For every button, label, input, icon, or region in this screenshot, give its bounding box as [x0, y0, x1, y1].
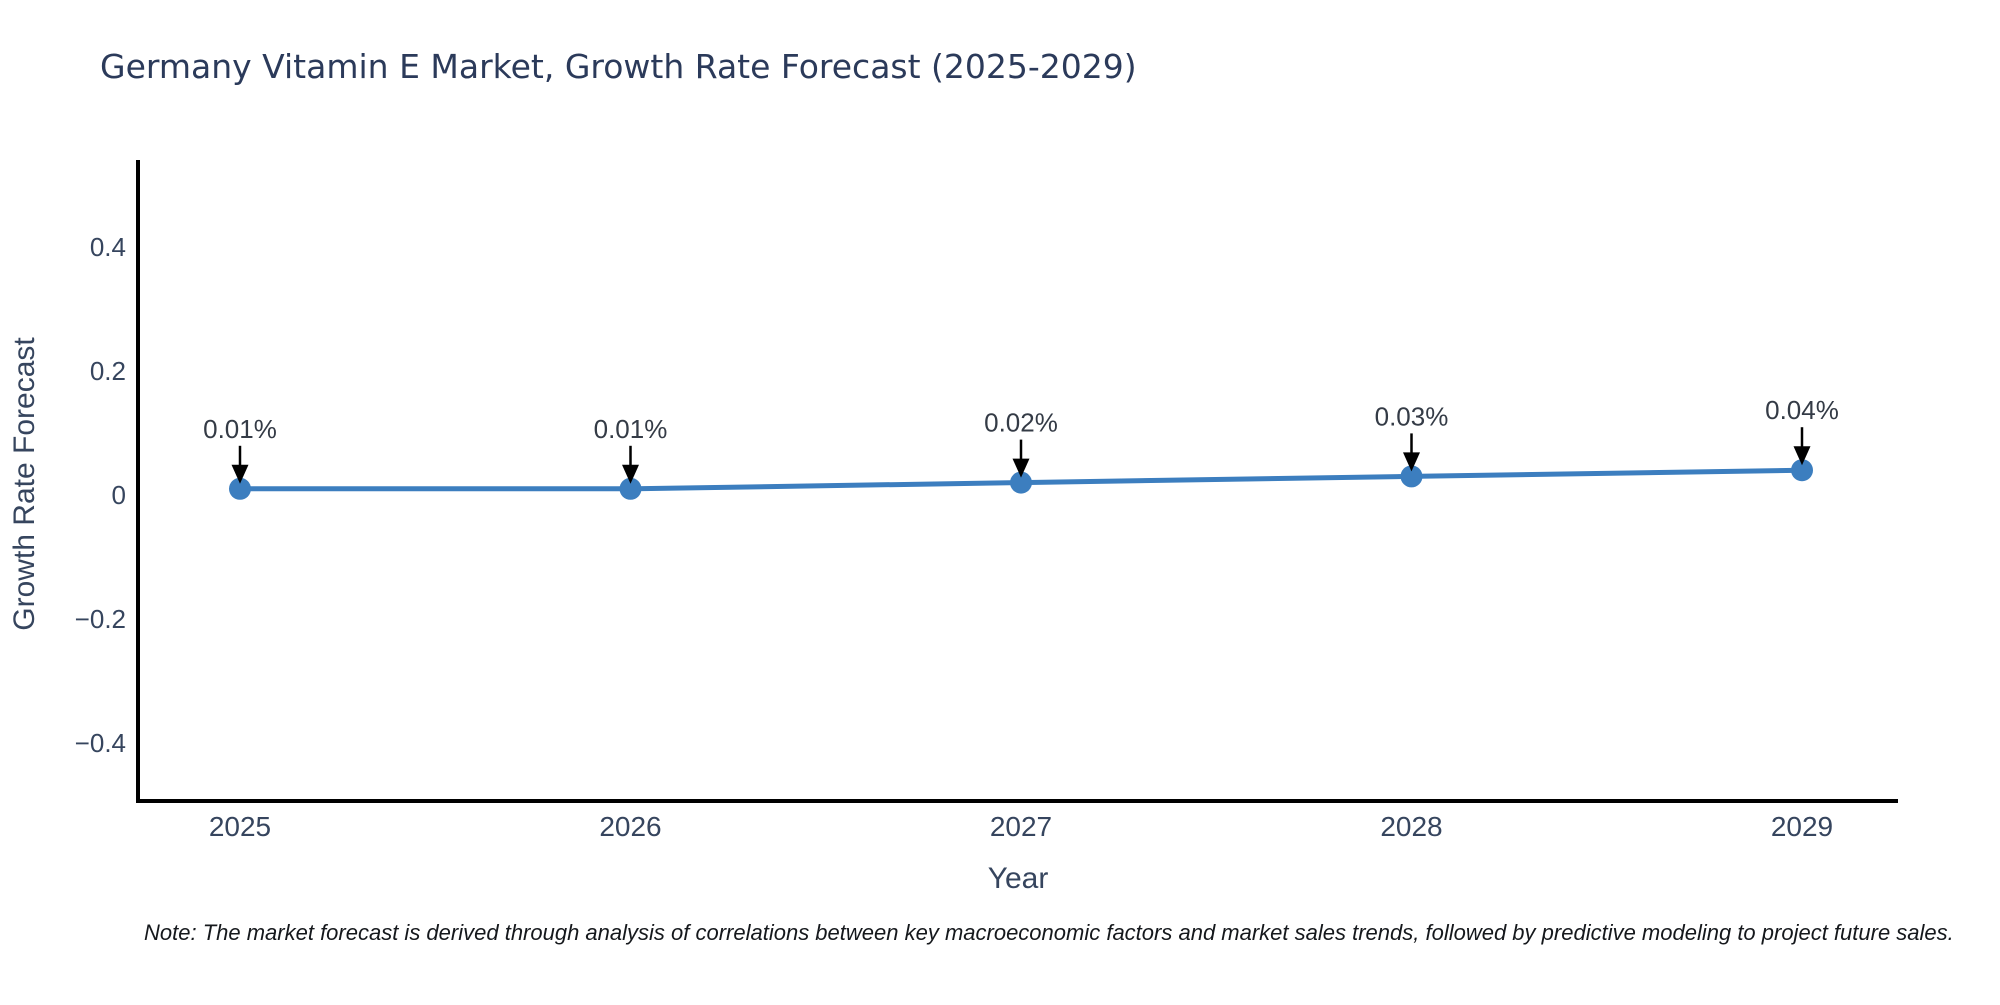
x-tick-label: 2027: [990, 811, 1052, 842]
data-point-marker: [229, 477, 251, 500]
footnote: Note: The market forecast is derived thr…: [144, 920, 1954, 945]
annotation-value-label: 0.03%: [1375, 401, 1449, 431]
x-tick-label: 2029: [1771, 811, 1833, 842]
y-tick-label: −0.4: [75, 728, 126, 758]
annotation-arrowhead: [231, 464, 249, 484]
annotation-value-label: 0.01%: [203, 414, 277, 444]
x-tick-label: 2028: [1380, 811, 1442, 842]
data-point-marker: [1791, 459, 1813, 482]
x-tick-label: 2026: [599, 811, 661, 842]
annotation-value-label: 0.01%: [594, 414, 668, 444]
y-tick-label: −0.2: [75, 604, 126, 634]
data-point-marker: [619, 477, 642, 500]
plot-area: 0.4 0.2 0 −0.2 −0.4 2025 2026 2027 2028 2029 0.01%…: [75, 232, 1839, 842]
data-point-marker: [1400, 465, 1423, 488]
y-tick-label: 0.4: [90, 232, 126, 262]
annotation-arrowhead: [1012, 458, 1030, 478]
annotation-arrowhead: [1793, 446, 1811, 466]
chart-title: Germany Vitamin E Market, Growth Rate Fo…: [100, 47, 1137, 86]
annotation-value-label: 0.04%: [1765, 395, 1839, 425]
annotation-arrowhead: [622, 464, 639, 484]
y-tick-label: 0: [112, 480, 126, 510]
x-axis-label: Year: [988, 862, 1049, 895]
x-tick-label: 2025: [209, 811, 271, 842]
annotation-arrowhead: [1403, 452, 1420, 472]
y-tick-label: 0.2: [90, 356, 126, 386]
data-point-marker: [1010, 471, 1032, 494]
y-axis-label: Growth Rate Forecast: [8, 337, 41, 631]
annotation-value-label: 0.02%: [984, 408, 1058, 438]
